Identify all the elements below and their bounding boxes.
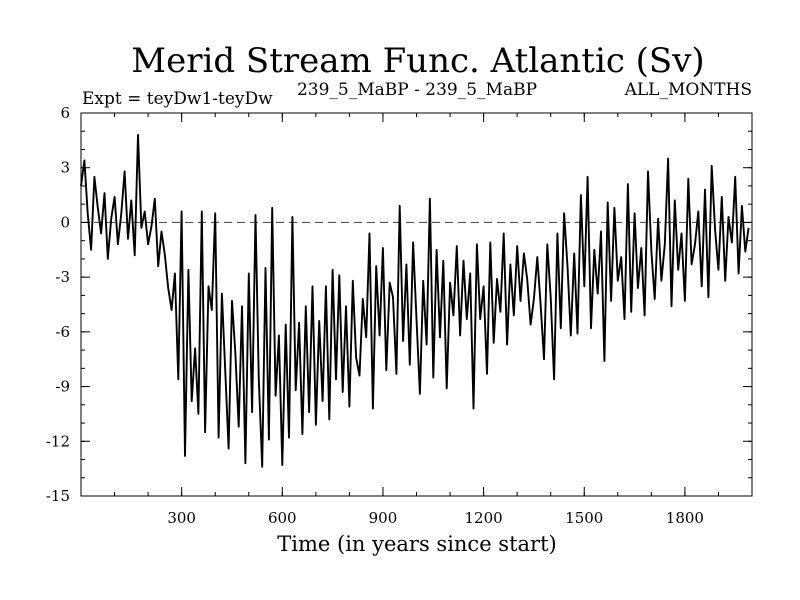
x-tick-label: 1200 xyxy=(465,509,503,527)
y-tick-label: 0 xyxy=(60,213,70,231)
experiment-label: Expt = teyDw1-teyDw xyxy=(82,89,273,109)
x-tick-label: 900 xyxy=(369,509,398,527)
x-axis-label: Time (in years since start) xyxy=(277,532,556,556)
chart-title: Merid Stream Func. Atlantic (Sv) xyxy=(131,41,704,81)
x-tick-label: 1800 xyxy=(666,509,704,527)
y-tick-label: -6 xyxy=(55,323,70,341)
months-label: ALL_MONTHS xyxy=(624,80,752,100)
y-tick-label: -15 xyxy=(46,487,70,505)
y-tick-label: -3 xyxy=(55,268,70,286)
data-series-line-0 xyxy=(80,133,750,468)
y-tick-label: 6 xyxy=(60,104,70,122)
y-tick-label: -9 xyxy=(55,378,70,396)
x-tick-label: 600 xyxy=(268,509,297,527)
y-tick-label: 3 xyxy=(60,159,70,177)
plot-area: 6 3 0 -3 -6 -9 -12 -15 300 600 900 1200 1500 1800 xyxy=(46,104,753,527)
period-label: 239_5_MaBP - 239_5_MaBP xyxy=(297,80,537,100)
y-tick-label: -12 xyxy=(46,432,70,450)
x-tick-label: 300 xyxy=(167,509,196,527)
x-tick-label: 1500 xyxy=(565,509,603,527)
